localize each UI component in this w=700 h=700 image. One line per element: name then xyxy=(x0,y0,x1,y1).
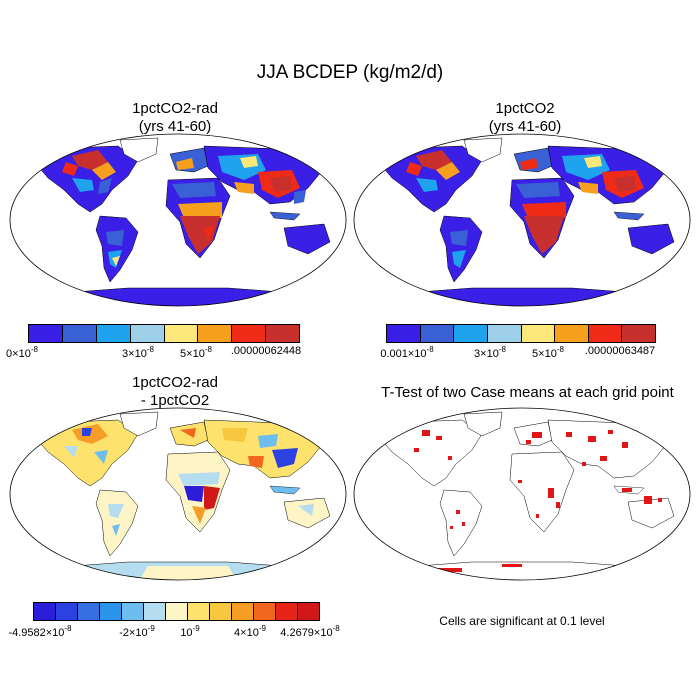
australia xyxy=(283,223,331,255)
colorbar-panel-1 xyxy=(28,324,300,343)
colorbar-segment xyxy=(166,603,188,620)
colorbar-tick-label: 4.2679×10-8 xyxy=(280,624,340,639)
colorbar-tick-label: 5×10-8 xyxy=(180,345,212,360)
colorbar-tick-label: 3×10-8 xyxy=(122,345,154,360)
colorbar-segment xyxy=(232,325,267,342)
colorbar-segment xyxy=(100,603,122,620)
panel-3-title-line1: 1pctCO2-rad xyxy=(132,374,218,391)
colorbar-3-ticks: -4.9582×10-8 -2×10-9 10-9 4×10-9 4.2679×10-8 xyxy=(0,624,350,640)
panel-1-title-line2: (yrs 41-60) xyxy=(138,118,212,135)
colorbar-segment xyxy=(555,325,589,342)
panel-2-title-line2: (yrs 41-60) xyxy=(488,118,562,135)
panel-2-title-line1: 1pctCO2 xyxy=(495,100,555,117)
colorbar-tick-label: 4×10-9 xyxy=(234,624,266,639)
colorbar-segment xyxy=(122,603,144,620)
colorbar-segment xyxy=(29,325,63,342)
colorbar-segment xyxy=(56,603,78,620)
colorbar-segment xyxy=(254,603,276,620)
colorbar-tick-label: 3×10-8 xyxy=(474,345,506,360)
colorbar-segment xyxy=(454,325,488,342)
colorbar-panel-2 xyxy=(386,324,656,343)
colorbar-segment xyxy=(420,325,455,342)
colorbar-segment xyxy=(387,325,421,342)
colorbar-panel-3 xyxy=(33,602,320,621)
colorbar-segment xyxy=(62,325,97,342)
colorbar-tick-label: 0×10-8 xyxy=(6,345,38,360)
colorbar-tick-label: .00000063487 xyxy=(584,345,656,357)
figure-title: JJA BCDEP (kg/m2/d) xyxy=(256,62,444,83)
colorbar-segment xyxy=(298,603,319,620)
colorbar-tick-label: 5×10-8 xyxy=(532,345,564,360)
colorbar-segment xyxy=(210,603,232,620)
panel-3-title-line2: - 1pctCO2 xyxy=(140,392,210,409)
colorbar-tick-label: 10-9 xyxy=(180,624,200,639)
colorbar-segment xyxy=(266,325,299,342)
colorbar-segment xyxy=(232,603,254,620)
colorbar-tick-label: 0.001×10-8 xyxy=(380,345,434,360)
map-panel-4 xyxy=(353,407,691,581)
colorbar-segment xyxy=(188,603,210,620)
colorbar-segment xyxy=(78,603,100,620)
map-panel-2 xyxy=(353,133,691,307)
colorbar-segment xyxy=(198,325,233,342)
colorbar-segment xyxy=(144,603,166,620)
colorbar-segment xyxy=(622,325,655,342)
panel-1-title-line1: 1pctCO2-rad xyxy=(132,100,218,117)
antarctica xyxy=(47,287,309,306)
colorbar-segment xyxy=(487,325,522,342)
map-panel-3 xyxy=(9,407,347,581)
colorbar-tick-label: -4.9582×10-8 xyxy=(8,624,72,639)
colorbar-segment xyxy=(130,325,165,342)
colorbar-tick-label: -2×10-9 xyxy=(119,624,155,639)
panel-2-title: 1pctCO2 (yrs 41-60) xyxy=(410,100,640,136)
colorbar-segment xyxy=(588,325,623,342)
panel-4-title: T-Test of two Case means at each grid po… xyxy=(381,384,674,401)
colorbar-2-ticks: 0.001×10-8 3×10-8 5×10-8 .00000063487 xyxy=(352,345,700,361)
colorbar-segment xyxy=(276,603,298,620)
map-panel-1 xyxy=(9,133,347,307)
north-america xyxy=(35,145,139,213)
panel-3-title: 1pctCO2-rad - 1pctCO2 xyxy=(60,374,290,410)
colorbar-segment xyxy=(521,325,556,342)
significance-note: Cells are significant at 0.1 level xyxy=(439,614,605,628)
colorbar-1-ticks: 0×10-8 3×10-8 5×10-8 .00000062448 xyxy=(0,345,350,361)
colorbar-segment xyxy=(96,325,131,342)
colorbar-tick-label: .00000062448 xyxy=(230,345,302,357)
panel-1-title: 1pctCO2-rad (yrs 41-60) xyxy=(60,100,290,136)
colorbar-segment xyxy=(34,603,56,620)
colorbar-segment xyxy=(164,325,199,342)
